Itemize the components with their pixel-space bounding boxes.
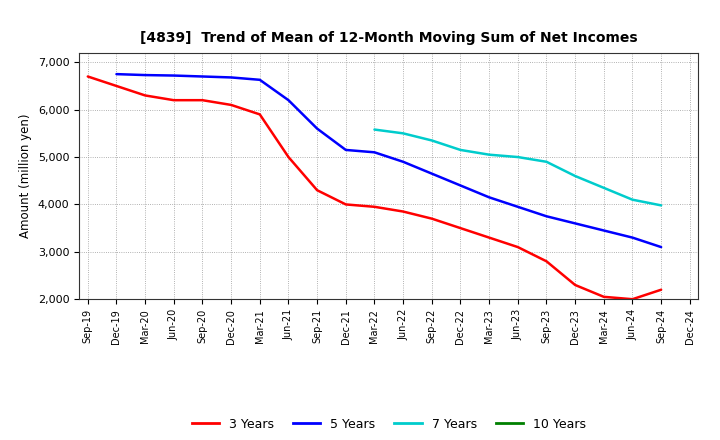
5 Years [628,235,636,240]
Line: 7 Years: 7 Years [374,129,661,205]
5 Years [600,228,608,233]
3 Years [169,98,178,103]
7 Years [657,203,665,208]
3 Years [256,112,264,117]
3 Years [84,74,92,79]
3 Years [284,154,293,160]
3 Years [628,297,636,302]
5 Years [256,77,264,82]
5 Years [112,71,121,77]
Title: [4839]  Trend of Mean of 12-Month Moving Sum of Net Incomes: [4839] Trend of Mean of 12-Month Moving … [140,31,638,45]
7 Years [542,159,551,165]
Legend: 3 Years, 5 Years, 7 Years, 10 Years: 3 Years, 5 Years, 7 Years, 10 Years [186,413,591,436]
5 Years [341,147,350,153]
5 Years [542,214,551,219]
3 Years [141,93,150,98]
5 Years [198,74,207,79]
3 Years [456,225,465,231]
3 Years [341,202,350,207]
7 Years [485,152,493,158]
3 Years [485,235,493,240]
5 Years [456,183,465,188]
3 Years [312,187,321,193]
Line: 3 Years: 3 Years [88,77,661,299]
7 Years [628,197,636,202]
5 Years [370,150,379,155]
5 Years [284,98,293,103]
5 Years [571,221,580,226]
3 Years [657,287,665,292]
5 Years [485,194,493,200]
3 Years [571,282,580,288]
Y-axis label: Amount (million yen): Amount (million yen) [19,114,32,238]
5 Years [227,75,235,80]
3 Years [370,204,379,209]
7 Years [399,131,408,136]
5 Years [513,204,522,209]
7 Years [513,154,522,160]
5 Years [169,73,178,78]
3 Years [542,259,551,264]
7 Years [428,138,436,143]
5 Years [399,159,408,165]
3 Years [227,102,235,107]
7 Years [571,173,580,179]
3 Years [112,83,121,88]
3 Years [513,245,522,250]
5 Years [141,73,150,78]
3 Years [428,216,436,221]
3 Years [399,209,408,214]
Line: 5 Years: 5 Years [117,74,661,247]
5 Years [657,245,665,250]
3 Years [198,98,207,103]
7 Years [370,127,379,132]
3 Years [600,294,608,300]
5 Years [428,171,436,176]
7 Years [456,147,465,153]
5 Years [312,126,321,131]
7 Years [600,185,608,191]
